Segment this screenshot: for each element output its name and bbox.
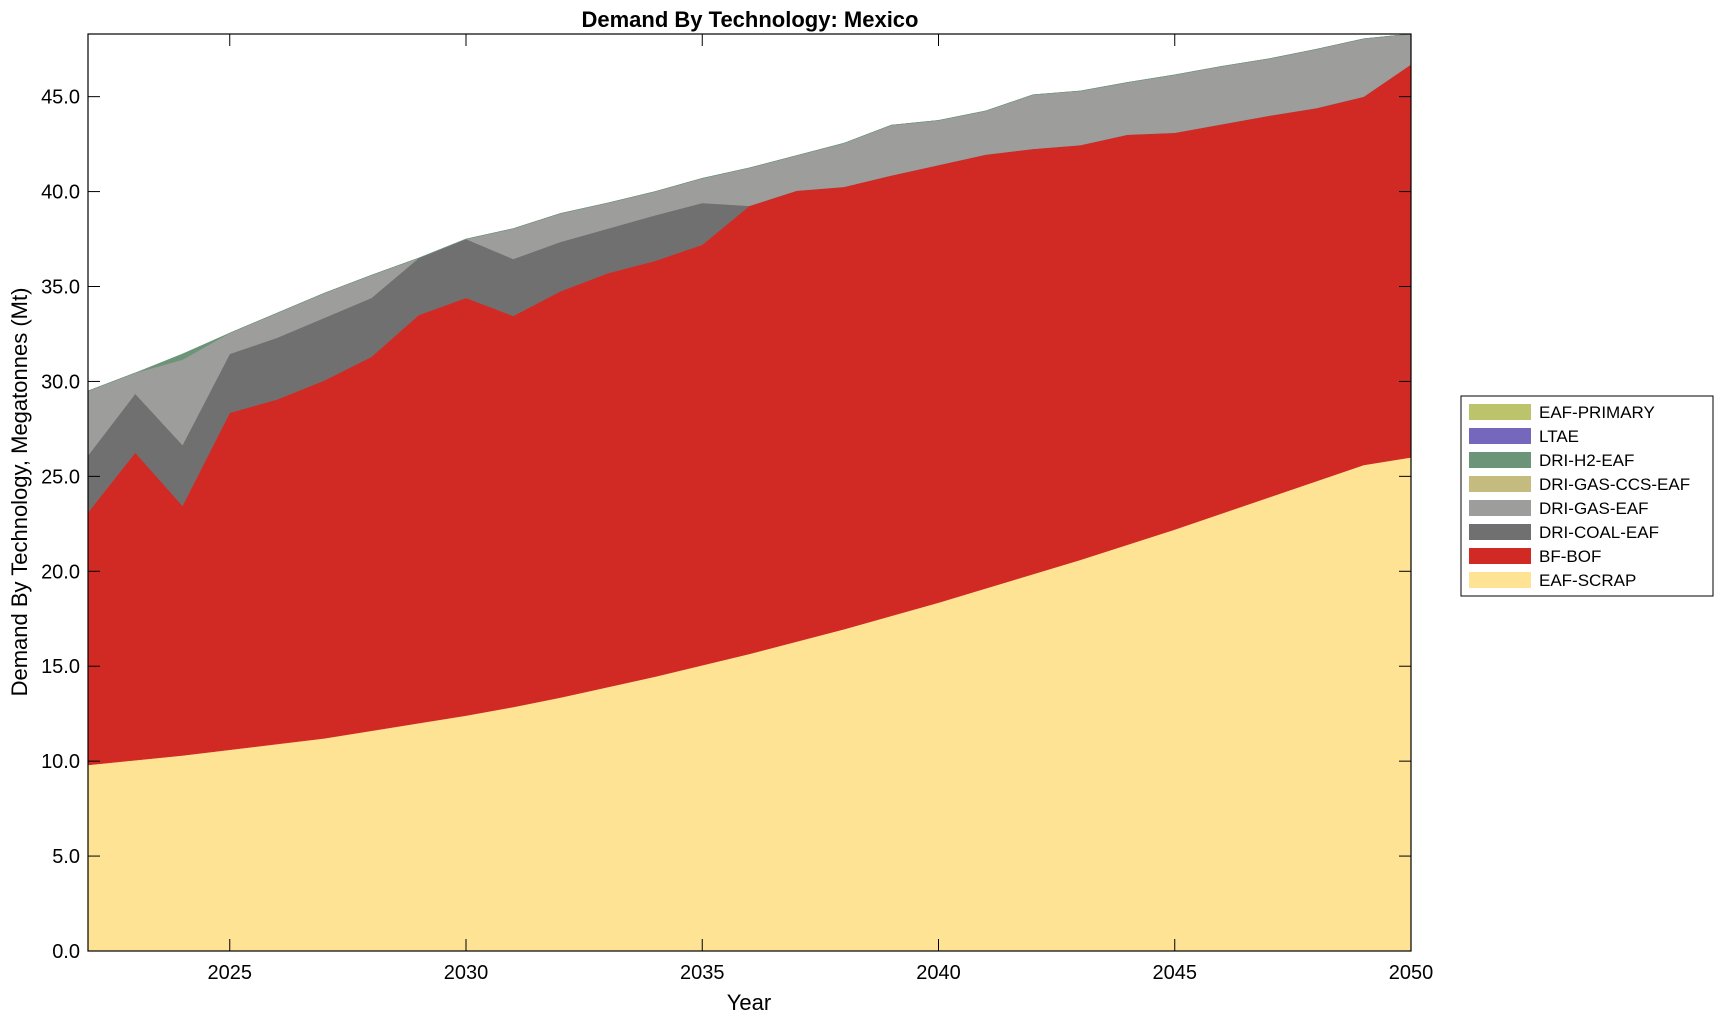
x-tick-label: 2045	[1153, 962, 1198, 984]
x-tick-label: 2035	[680, 962, 725, 984]
legend-box	[1460, 395, 1714, 597]
legend-swatch-eaf-primary	[1469, 404, 1531, 420]
plot-areas	[87, 33, 1412, 952]
legend-swatch-dri-h2-eaf	[1469, 452, 1531, 468]
y-tick-label: 35.0	[41, 277, 80, 299]
x-tick-label: 2030	[444, 962, 489, 984]
legend-label-dri-h2-eaf: DRI-H2-EAF	[1539, 451, 1634, 470]
x-tick-label: 2025	[208, 962, 253, 984]
legend: EAF-PRIMARY LTAE DRI-H2-EAF DRI-GAS-CCS-EAF…	[1460, 395, 1714, 597]
legend-label-dri-gas-eaf: DRI-GAS-EAF	[1539, 499, 1649, 518]
y-axis-title: Demand By Technology, Megatonnes (Mt)	[7, 288, 32, 697]
legend-swatch-eaf-scrap	[1469, 572, 1531, 588]
y-tick-label: 45.0	[41, 87, 80, 109]
legend-label-eaf-scrap: EAF-SCRAP	[1539, 571, 1636, 590]
x-tick-label: 2050	[1389, 962, 1434, 984]
legend-swatch-bf-bof	[1469, 548, 1531, 564]
y-tick-label: 25.0	[41, 466, 80, 488]
legend-label-ltae: LTAE	[1539, 427, 1579, 446]
x-tick-label: 2040	[916, 962, 961, 984]
y-tick-label: 0.0	[52, 941, 80, 963]
y-tick-label: 5.0	[52, 846, 80, 868]
legend-label-dri-coal-eaf: DRI-COAL-EAF	[1539, 523, 1659, 542]
legend-swatch-dri-gas-ccs-eaf	[1469, 476, 1531, 492]
x-axis-title: Year	[727, 990, 771, 1015]
legend-swatch-dri-coal-eaf	[1469, 524, 1531, 540]
legend-label-dri-gas-ccs-eaf: DRI-GAS-CCS-EAF	[1539, 475, 1690, 494]
legend-label-eaf-primary: EAF-PRIMARY	[1539, 403, 1655, 422]
chart-title: Demand By Technology: Mexico	[582, 7, 919, 32]
y-tick-label: 10.0	[41, 751, 80, 773]
plot-frame	[87, 33, 1412, 952]
legend-swatch-dri-gas-eaf	[1469, 500, 1531, 516]
legend-label-bf-bof: BF-BOF	[1539, 547, 1601, 566]
y-tick-label: 40.0	[41, 182, 80, 204]
axis-ticks: 2025 2030 2035 2040 2045 2050 0.0 5.0 10.0 15.0 20…	[41, 34, 1433, 984]
legend-swatch-ltae	[1469, 428, 1531, 444]
y-tick-label: 15.0	[41, 656, 80, 678]
y-tick-label: 30.0	[41, 371, 80, 393]
y-tick-label: 20.0	[41, 561, 80, 583]
